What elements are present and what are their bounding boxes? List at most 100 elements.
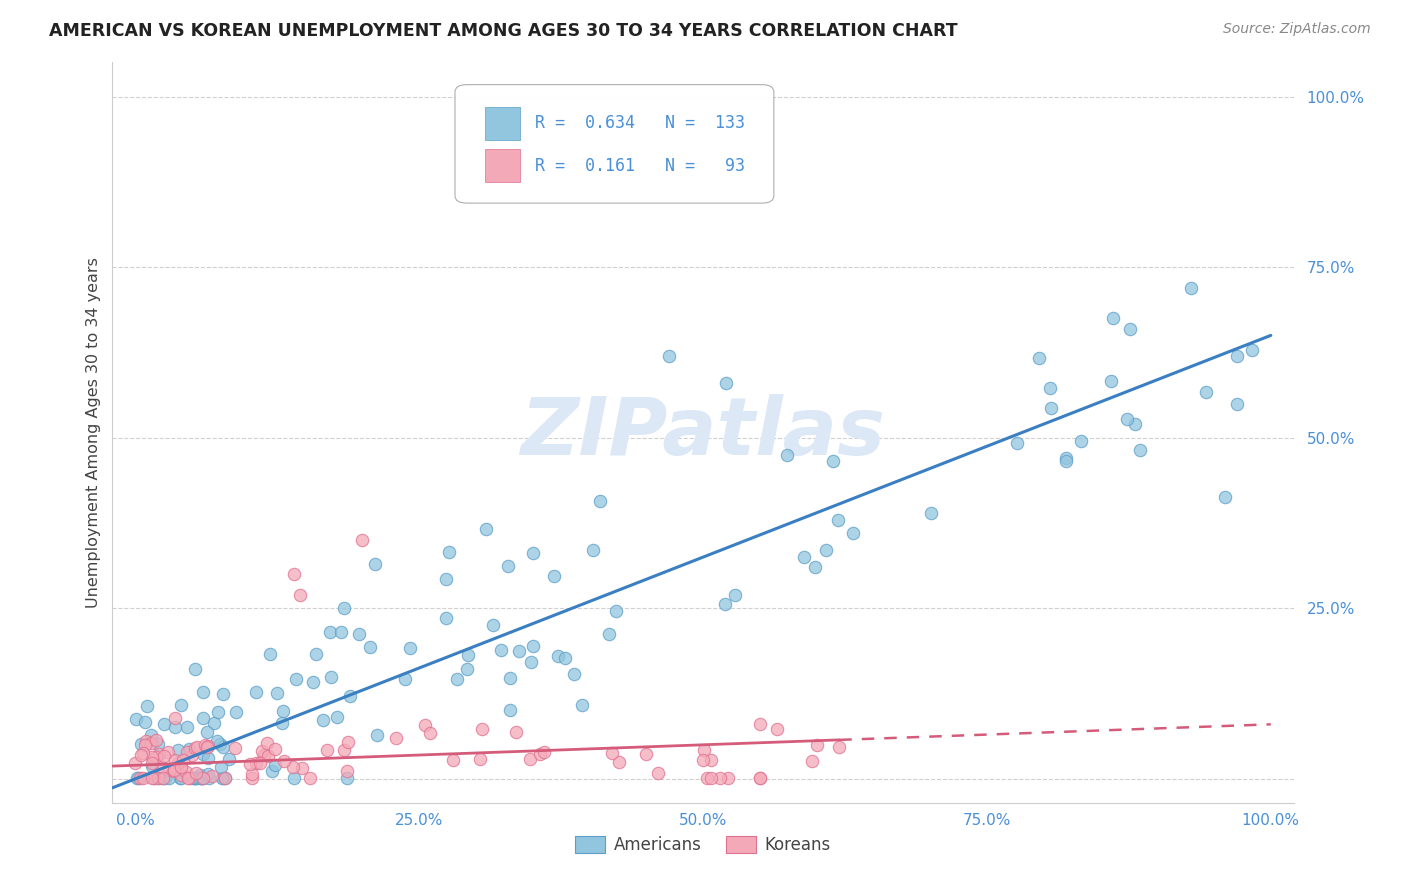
Point [240, 771, 263, 785]
Point [714, 376, 737, 391]
Point [194, 739, 217, 753]
Point [474, 522, 496, 536]
Point [288, 588, 311, 602]
Point [522, 546, 544, 560]
Point [1039, 401, 1062, 415]
Point [225, 706, 247, 720]
Point [207, 705, 229, 719]
Point [139, 727, 162, 741]
Point [636, 747, 658, 762]
Point [519, 752, 541, 766]
Point [700, 753, 723, 767]
Point [748, 771, 770, 785]
Legend: Americans, Koreans: Americans, Koreans [568, 830, 838, 861]
Point [270, 715, 292, 730]
Point [179, 742, 201, 756]
Point [142, 771, 165, 785]
Point [157, 745, 180, 759]
Point [207, 734, 229, 748]
Point [522, 640, 544, 654]
Point [163, 710, 186, 724]
Point [153, 717, 176, 731]
Point [193, 711, 215, 725]
Point [271, 704, 294, 718]
Point [167, 756, 190, 770]
Point [264, 758, 287, 772]
Point [301, 674, 323, 689]
Point [1115, 411, 1137, 425]
Point [366, 728, 388, 742]
Point [260, 764, 283, 778]
Point [1028, 351, 1050, 366]
Point [190, 768, 212, 782]
Point [394, 673, 416, 687]
Point [600, 746, 623, 760]
Point [441, 753, 464, 767]
Point [775, 448, 797, 462]
Point [413, 718, 436, 732]
Point [696, 771, 718, 785]
Point [169, 698, 191, 713]
Point [1054, 451, 1077, 466]
Point [169, 771, 191, 785]
Point [554, 651, 576, 665]
Point [1054, 454, 1077, 468]
Point [827, 513, 849, 527]
Point [1226, 396, 1249, 410]
Point [800, 754, 823, 768]
Point [700, 771, 723, 785]
Point [163, 754, 186, 768]
FancyBboxPatch shape [456, 85, 773, 203]
Point [209, 760, 232, 774]
Text: R =  0.161   N =   93: R = 0.161 N = 93 [536, 157, 745, 175]
Point [191, 771, 214, 785]
Point [291, 761, 314, 775]
Point [129, 747, 152, 762]
Point [1118, 322, 1140, 336]
Point [437, 544, 460, 558]
Point [519, 655, 541, 669]
Point [256, 736, 278, 750]
Point [132, 771, 155, 785]
Point [190, 771, 212, 785]
Point [582, 543, 605, 558]
Point [499, 703, 522, 717]
Text: Source: ZipAtlas.com: Source: ZipAtlas.com [1223, 22, 1371, 37]
Point [242, 767, 264, 781]
Point [385, 731, 408, 746]
Point [146, 738, 169, 752]
Point [312, 714, 335, 728]
Text: R =  0.634   N =  133: R = 0.634 N = 133 [536, 114, 745, 132]
Point [201, 769, 224, 783]
Point [321, 670, 343, 684]
Point [135, 733, 157, 747]
Point [806, 738, 828, 752]
Point [249, 756, 271, 770]
Point [284, 672, 307, 686]
Point [165, 720, 187, 734]
Point [150, 760, 173, 774]
Point [1070, 434, 1092, 449]
Point [176, 720, 198, 734]
Point [148, 747, 170, 762]
Text: AMERICAN VS KOREAN UNEMPLOYMENT AMONG AGES 30 TO 34 YEARS CORRELATION CHART: AMERICAN VS KOREAN UNEMPLOYMENT AMONG AG… [49, 22, 957, 40]
Point [658, 349, 681, 363]
Point [283, 771, 305, 785]
Point [647, 766, 669, 780]
Point [505, 724, 527, 739]
Point [316, 743, 339, 757]
Point [211, 739, 233, 754]
Point [1129, 443, 1152, 458]
Point [169, 768, 191, 782]
Point [283, 567, 305, 582]
Point [129, 737, 152, 751]
Point [181, 771, 204, 785]
Point [134, 714, 156, 729]
Point [717, 771, 740, 785]
Point [142, 771, 165, 785]
Point [191, 771, 214, 785]
Point [598, 627, 620, 641]
Point [125, 712, 148, 726]
Point [174, 764, 197, 779]
Point [1101, 310, 1123, 325]
